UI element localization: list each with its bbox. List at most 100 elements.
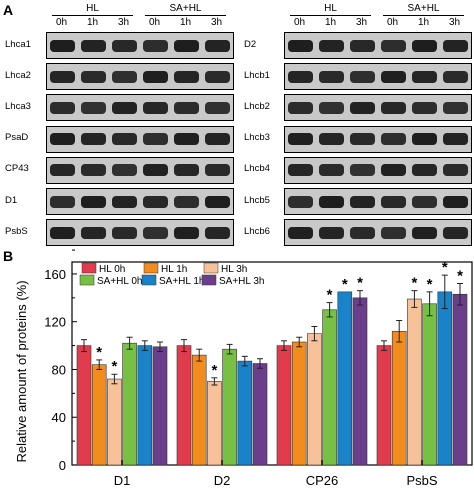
left-blot-row [46,219,234,247]
left-blot-band [112,70,137,83]
right-blot-band [443,164,468,177]
left-blot-band [112,133,137,146]
bar [337,291,353,466]
x-tick-label: CP26 [306,473,339,488]
right-blot-band [350,133,375,146]
left-blot-row [46,63,234,91]
y-axis-label: Relative amount of proteins (%) [14,280,29,462]
bar [176,345,192,466]
right-blot-band [381,195,406,208]
left-time-label: 0h [148,17,161,28]
significance-star: * [327,287,333,304]
left-blot-row [46,188,234,215]
left-blot-band [81,164,106,177]
left-blot-band [174,39,199,52]
left-blot-band [112,226,137,239]
significance-star: * [442,259,448,276]
right-blot-band [350,226,375,239]
legend-label: SA+HL 0h [97,276,143,287]
right-blot-band [381,164,406,177]
left-blot-band [143,101,168,114]
right-row-label: Lhcb4 [244,163,270,175]
right-row-label: Lhcb5 [244,194,270,206]
left-blot-band [174,226,199,239]
right-blot-band [412,164,437,177]
right-row-label: D2 [244,38,257,50]
significance-star: * [357,275,363,292]
panel-b-letter: B [3,248,14,264]
significance-star: * [111,358,117,375]
right-time-label: 3h [355,17,368,28]
left-blot-band [50,39,75,52]
left-blot-band [174,101,199,114]
left-header-line-sahl [145,15,226,16]
left-blot-band [205,133,230,146]
significance-star: * [411,275,417,292]
right-blot-band [350,70,375,83]
legend-swatch [203,262,219,274]
bar [291,341,307,466]
bar [352,297,368,466]
legend-swatch [81,262,97,274]
bar [452,293,468,466]
right-blot-band [288,226,313,239]
left-blot-band [143,70,168,83]
left-blot-row [46,32,234,59]
left-blot-band [50,164,75,177]
right-blot-band [443,39,468,52]
legend-swatch [143,262,159,274]
left-time-label: 1h [179,17,192,28]
left-blot-band [205,195,230,208]
left-blot-row [46,94,234,122]
right-blot-row [284,188,472,215]
left-blot-band [81,39,106,52]
left-header-sahl: SA+HL [169,3,202,14]
bar [107,378,122,466]
bar [391,330,407,466]
x-tick-label: D2 [214,473,231,488]
bar [376,345,392,466]
left-row-label: PsbS [5,225,28,237]
left-blot-row [46,125,234,153]
right-blot-row [284,125,472,153]
significance-star: * [342,276,348,293]
right-blot-row [284,94,472,122]
left-blot-band [50,226,75,239]
bar [307,333,322,466]
right-blot-band [288,164,313,177]
left-blot-band [174,195,199,208]
x-tick-label: D1 [114,473,131,488]
right-blot-band [319,101,344,114]
right-blot-band [443,101,468,114]
bar [137,345,153,466]
left-blot-band [143,195,168,208]
left-blot-band [112,195,137,208]
right-blot-band [381,226,406,239]
left-row-label: Lhca3 [5,100,31,112]
bar [252,363,268,466]
left-time-label: 0h [55,17,68,28]
right-blot-band [319,70,344,83]
left-blot-band [81,133,106,146]
right-blot-band [381,101,406,114]
left-blot-band [112,164,137,177]
right-blot-band [381,70,406,83]
left-blot-row [46,156,234,184]
right-header-sahl: SA+HL [407,3,440,14]
right-blot-band [350,39,375,52]
right-blot-band [319,133,344,146]
left-blot-band [81,70,106,83]
right-blot-band [412,133,437,146]
left-blot-band [50,133,75,146]
right-blot-band [350,101,375,114]
left-blot-band [205,164,230,177]
right-time-label: 1h [417,17,430,28]
y-tick-label: 160 [44,267,66,282]
right-blot-row [284,156,472,184]
left-blot-panel: HL SA+HL 0h 1h 3h 0h 1h 3h Lhca1 Lhca2 Lhca3 PsaD CP… [0,0,240,250]
y-tick-label: 0 [59,458,66,473]
bar [152,346,168,466]
legend-label: HL 1h [161,264,187,275]
bar [91,364,107,466]
